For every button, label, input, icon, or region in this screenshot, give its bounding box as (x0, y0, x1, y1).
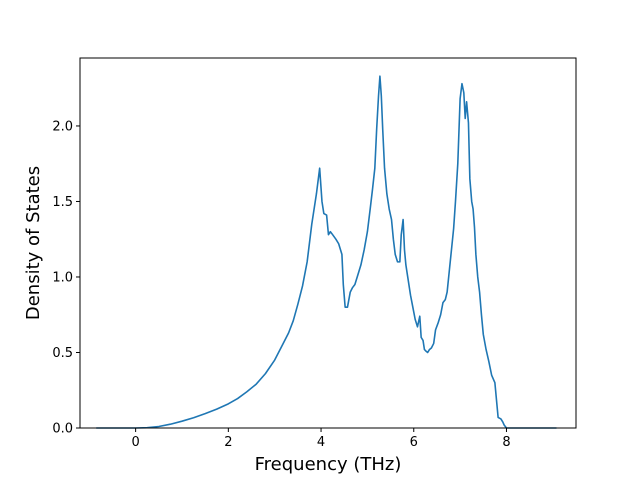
y-axis-label: Density of States (23, 166, 44, 320)
y-tick-label: 1.0 (52, 270, 73, 285)
y-tick-label: 2.0 (52, 119, 73, 134)
x-tick-label: 2 (224, 435, 232, 450)
x-tick-label: 6 (410, 435, 418, 450)
y-ticks: 0.0 0.5 1.0 1.5 2.0 (52, 119, 80, 437)
y-tick-label: 1.5 (52, 195, 73, 210)
plot-frame (79, 57, 577, 429)
series-layer (96, 75, 557, 429)
y-tick-label: 0.0 (52, 422, 73, 437)
x-tick-label: 8 (502, 435, 510, 450)
plot-area-background (80, 58, 576, 428)
x-ticks: 0 2 4 6 8 (131, 428, 511, 450)
y-tick-label: 0.5 (52, 346, 73, 361)
dos-series-line (96, 75, 557, 429)
x-axis-label: Frequency (THz) (255, 454, 402, 475)
x-tick-label: 0 (131, 435, 139, 450)
x-tick-label: 4 (317, 435, 325, 450)
